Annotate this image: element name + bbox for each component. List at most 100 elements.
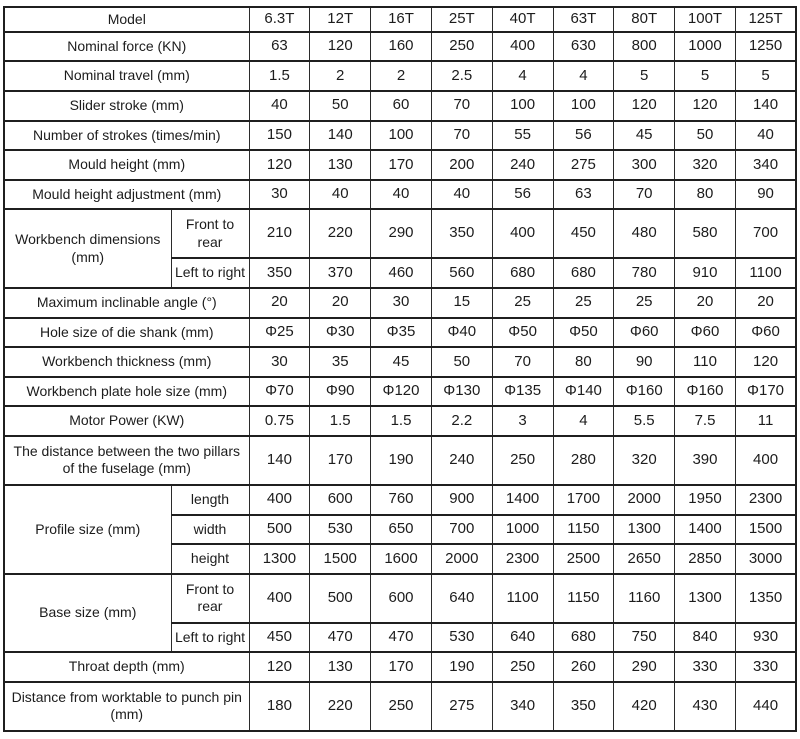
value-cell: 1100 xyxy=(491,572,554,624)
value-cell: 2000 xyxy=(430,543,493,575)
model-header-row: Model 6.3T 12T 16T 25T 40T 63T 80T 100T 125T xyxy=(3,6,797,33)
value-cell: 190 xyxy=(430,651,493,683)
row-label-cell: Nominal travel (mm) xyxy=(3,60,250,92)
value-cell: 180 xyxy=(248,680,311,733)
value-cell: 1.5 xyxy=(370,405,432,437)
value-cell: 250 xyxy=(370,680,432,733)
value-cell: 3000 xyxy=(734,543,797,575)
table-body: Nominal force (KN) 63 120 160 250 400 630 800 10… xyxy=(3,30,797,733)
value-cell: 700 xyxy=(430,513,493,546)
value-cell: 11 xyxy=(734,405,797,437)
value-cell: 350 xyxy=(552,680,615,733)
value-cell: 2850 xyxy=(674,543,736,575)
value-cell: 50 xyxy=(430,346,493,378)
table-row: Nominal force (KN) 63 120 160 250 400 630 800 10… xyxy=(3,30,797,63)
row-label-cell: Nominal force (KN) xyxy=(3,30,250,63)
value-cell: 400 xyxy=(248,483,311,516)
value-cell: 35 xyxy=(309,346,372,378)
value-cell: 470 xyxy=(309,621,372,654)
value-cell: 400 xyxy=(248,572,311,624)
value-cell: 1700 xyxy=(552,483,615,516)
value-cell: 1.5 xyxy=(248,60,311,92)
row-label-cell: Workbench plate hole size (mm) xyxy=(3,375,250,408)
value-cell: 1100 xyxy=(734,257,797,289)
table-row: Left to right 450 470 470 530 640 680 750 840 930 xyxy=(4,621,797,654)
value-cell: 63 xyxy=(248,30,311,63)
value-cell: 130 xyxy=(309,651,372,683)
value-cell: Φ160 xyxy=(613,375,676,408)
value-cell: Φ30 xyxy=(309,316,372,349)
value-cell: 120 xyxy=(248,149,311,181)
row-label-cell: Motor Power (KW) xyxy=(3,405,250,437)
value-cell: 240 xyxy=(491,149,554,181)
value-cell: 40 xyxy=(734,119,797,152)
value-cell: 470 xyxy=(370,621,432,654)
model-column-header: 12T xyxy=(309,6,372,33)
value-cell: 420 xyxy=(613,680,676,733)
value-cell: 70 xyxy=(613,178,676,211)
value-cell: 5 xyxy=(734,60,797,92)
model-column-header: 40T xyxy=(491,6,554,33)
value-cell: 2500 xyxy=(552,543,615,575)
specification-table: Model 6.3T 12T 16T 25T 40T 63T 80T 100T 125T Nomi… xyxy=(3,6,798,733)
value-cell: 1350 xyxy=(734,572,797,624)
value-cell: Φ35 xyxy=(370,316,432,349)
row-label-cell: Throat depth (mm) xyxy=(3,651,250,683)
value-cell: 630 xyxy=(552,30,615,63)
table-row: Workbench dimensions (mm) Front to rear 21… xyxy=(3,208,797,289)
value-cell: 1500 xyxy=(309,543,372,575)
value-cell: 30 xyxy=(370,286,432,319)
value-cell: 40 xyxy=(248,89,311,122)
value-cell: Φ120 xyxy=(370,375,432,408)
value-cell: 40 xyxy=(370,178,432,211)
row-label-cell: Workbench dimensions (mm) xyxy=(3,208,172,289)
row-label-cell: Number of strokes (times/min) xyxy=(3,119,250,152)
value-cell: 15 xyxy=(430,286,493,319)
value-cell: 250 xyxy=(491,434,554,486)
value-cell: 2 xyxy=(309,60,372,92)
value-cell: 2650 xyxy=(613,543,676,575)
value-cell: 20 xyxy=(309,286,372,319)
value-cell: 3 xyxy=(491,405,554,437)
table-row: Distance from worktable to punch pin (mm… xyxy=(3,680,797,733)
value-cell: 20 xyxy=(734,286,797,319)
table-row: Throat depth (mm) 120 130 170 190 250 260 290 33… xyxy=(3,651,797,683)
row-label-cell: Slider stroke (mm) xyxy=(3,89,250,122)
value-cell: 900 xyxy=(430,483,493,516)
value-cell: Φ60 xyxy=(734,316,797,349)
value-cell: Φ130 xyxy=(430,375,493,408)
value-cell: 0.75 xyxy=(248,405,311,437)
value-cell: 70 xyxy=(491,346,554,378)
value-cell: 25 xyxy=(552,286,615,319)
model-header-label: Model xyxy=(3,6,250,33)
row-label-cell: Profile size (mm) xyxy=(3,483,172,575)
value-cell: 100 xyxy=(491,89,554,122)
model-column-header: 6.3T xyxy=(248,6,311,33)
value-cell: Φ40 xyxy=(430,316,493,349)
value-cell: 45 xyxy=(370,346,432,378)
table-row: Profile size (mm) length 400 600 760 900 1400 1… xyxy=(3,483,797,575)
value-cell: Φ25 xyxy=(248,316,311,349)
value-cell: 20 xyxy=(248,286,311,319)
value-cell: 110 xyxy=(674,346,736,378)
table-row: Hole size of die shank (mm) Φ25 Φ30 Φ35 Φ40 Φ… xyxy=(3,316,797,349)
value-cell: 5.5 xyxy=(613,405,676,437)
value-cell: Φ90 xyxy=(309,375,372,408)
value-cell: Φ170 xyxy=(734,375,797,408)
value-cell: 530 xyxy=(430,621,493,654)
value-cell: 840 xyxy=(674,621,736,654)
value-cell: 90 xyxy=(734,178,797,211)
value-cell: 2300 xyxy=(491,543,554,575)
value-cell: 140 xyxy=(734,89,797,122)
value-cell: 1400 xyxy=(491,483,554,516)
value-cell: 600 xyxy=(309,483,372,516)
table-row: The distance between the two pillars of … xyxy=(3,434,797,486)
value-cell: 40 xyxy=(430,178,493,211)
value-cell: 350 xyxy=(430,208,493,260)
value-cell: 170 xyxy=(309,434,372,486)
value-cell: 910 xyxy=(674,257,736,289)
value-cell: 680 xyxy=(552,621,615,654)
value-cell: 220 xyxy=(309,208,372,260)
value-cell: 1400 xyxy=(674,513,736,546)
